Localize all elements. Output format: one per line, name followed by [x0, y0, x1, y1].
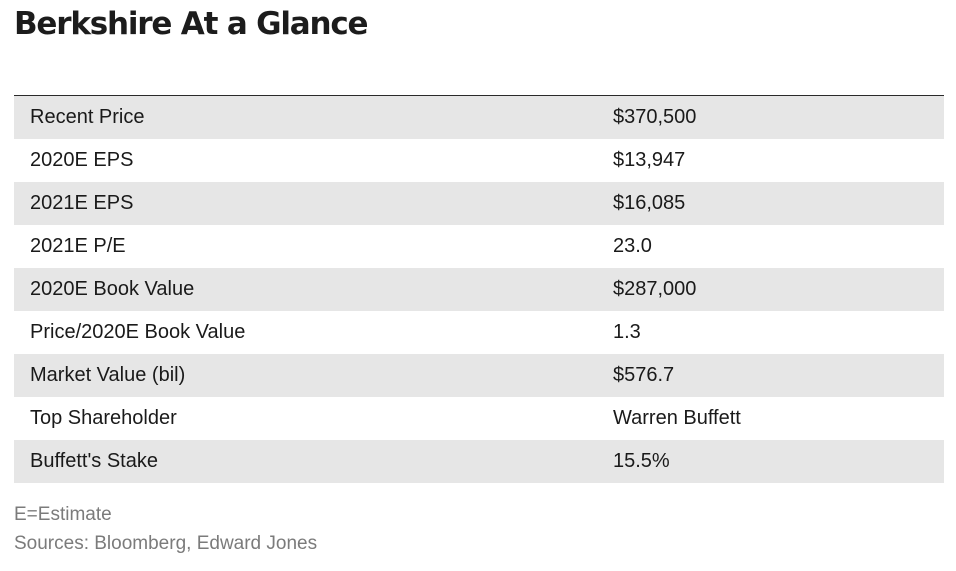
sources-footnote: Sources: Bloomberg, Edward Jones [14, 533, 318, 554]
table-row: Top Shareholder Warren Buffett [14, 397, 944, 440]
table-row: Price/2020E Book Value 1.3 [14, 311, 944, 354]
table-row: Buffett's Stake 15.5% [14, 440, 944, 483]
row-label: 2021E P/E [30, 235, 126, 257]
data-table: Recent Price $370,500 2020E EPS $13,947 … [14, 95, 944, 483]
table-row: 2021E P/E 23.0 [14, 225, 944, 268]
row-label: 2021E EPS [30, 192, 134, 214]
row-value: $13,947 [613, 149, 686, 171]
row-label: 2020E Book Value [30, 278, 195, 300]
row-value: 1.3 [613, 321, 641, 343]
row-value: $16,085 [613, 192, 686, 214]
table-row: 2020E Book Value $287,000 [14, 268, 944, 311]
estimate-footnote: E=Estimate [14, 504, 112, 525]
row-label: Buffett's Stake [30, 450, 158, 472]
row-value: $576.7 [613, 364, 675, 386]
row-label: Price/2020E Book Value [30, 321, 246, 343]
row-label: Recent Price [30, 106, 145, 128]
table-row: 2021E EPS $16,085 [14, 182, 944, 225]
table-row: Market Value (bil) $576.7 [14, 354, 944, 397]
row-value: Warren Buffett [613, 407, 741, 429]
row-label: Top Shareholder [30, 407, 177, 429]
row-value: 23.0 [613, 235, 652, 257]
table-row: 2020E EPS $13,947 [14, 139, 944, 182]
table-row: Recent Price $370,500 [14, 96, 944, 139]
page-title: Berkshire At a Glance [14, 6, 369, 42]
row-label: Market Value (bil) [30, 364, 186, 386]
row-value: 15.5% [613, 450, 670, 472]
row-label: 2020E EPS [30, 149, 134, 171]
row-value: $287,000 [613, 278, 697, 300]
row-value: $370,500 [613, 106, 697, 128]
